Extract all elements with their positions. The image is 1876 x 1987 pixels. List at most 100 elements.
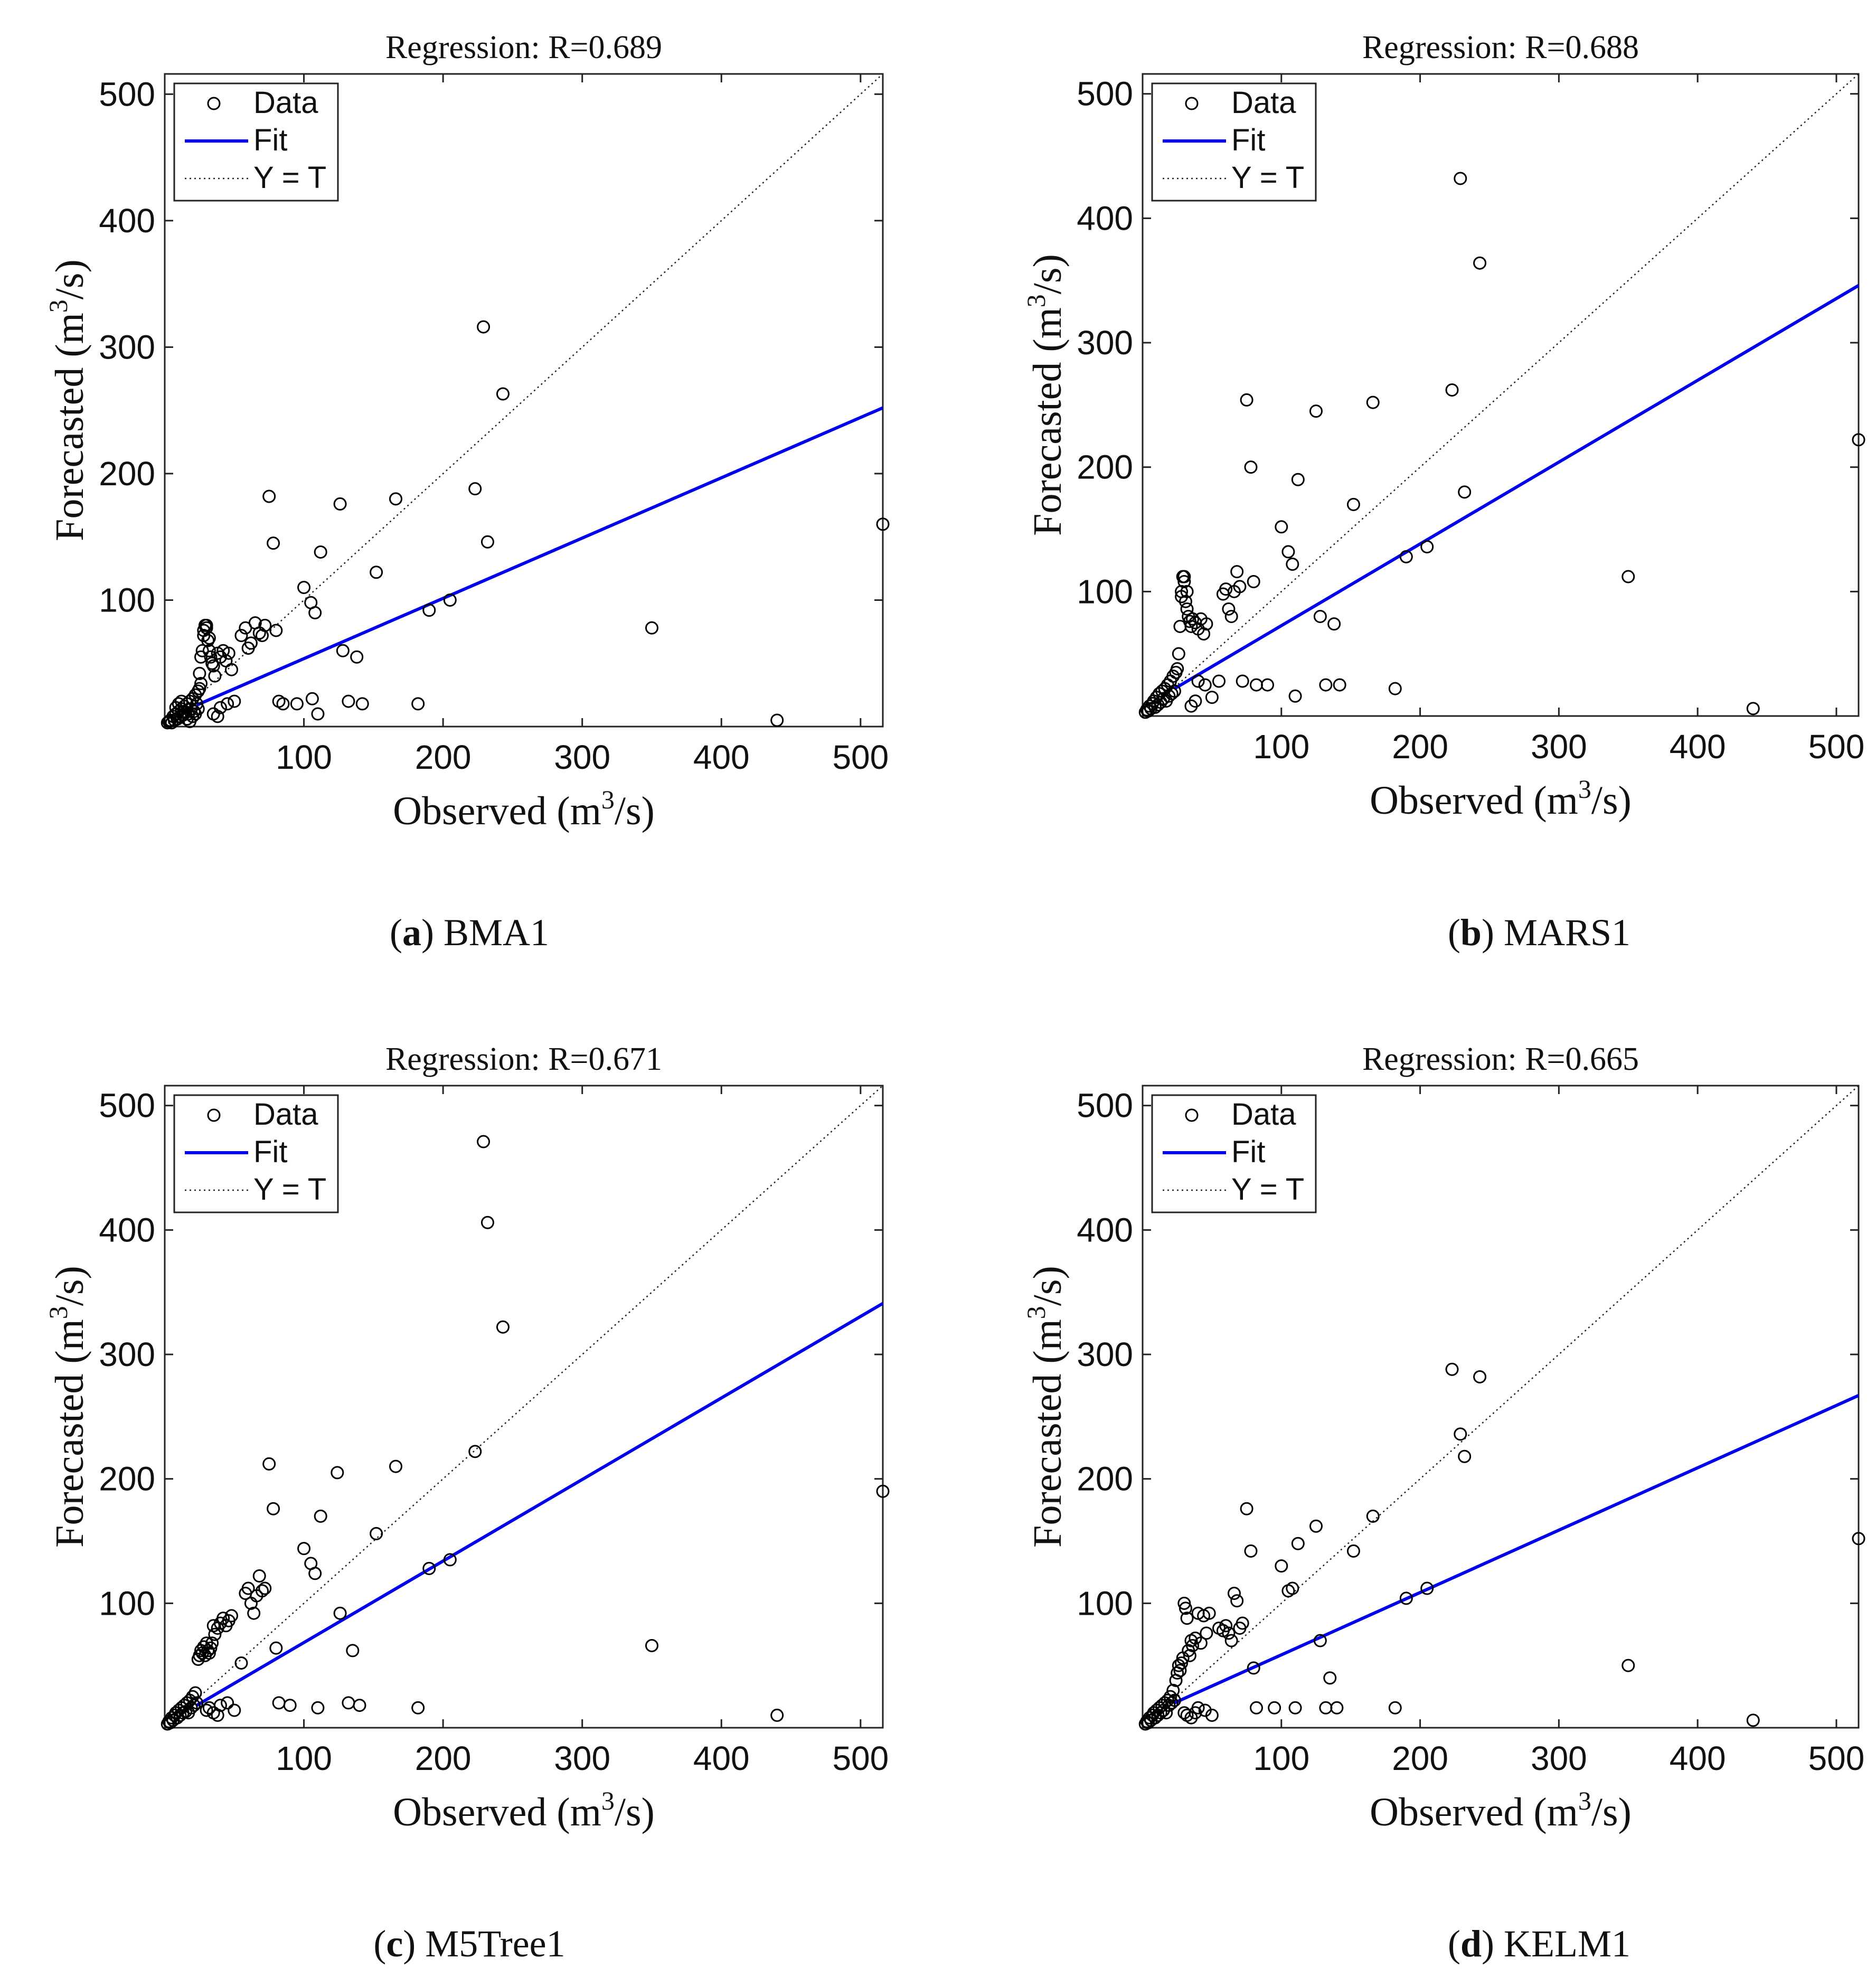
y-tick-label: 200 — [1077, 448, 1133, 486]
data-point — [308, 606, 322, 619]
data-point — [1159, 1706, 1173, 1720]
x-tick-label: 300 — [554, 738, 610, 776]
data-point — [206, 659, 220, 673]
fit-line — [1174, 1394, 1860, 1705]
x-tick-label: 200 — [1392, 728, 1448, 766]
plot-frame — [164, 73, 884, 728]
data-point — [1746, 702, 1760, 715]
data-point — [1309, 404, 1323, 418]
legend-entry: Data — [1231, 86, 1296, 120]
data-point — [1327, 617, 1341, 631]
data-point — [1622, 1659, 1635, 1672]
legend-marker-data — [207, 97, 221, 110]
data-point — [311, 707, 325, 721]
panel-name: BMA1 — [444, 911, 549, 954]
data-point — [272, 1696, 286, 1710]
data-point — [1291, 1537, 1305, 1550]
data-point — [1194, 1636, 1208, 1650]
y-tick-label: 200 — [99, 455, 155, 493]
data-point — [1186, 612, 1200, 626]
data-point — [1233, 580, 1247, 594]
data-point — [1224, 1634, 1238, 1647]
data-point — [1247, 1661, 1260, 1675]
data-point — [1173, 1664, 1187, 1678]
data-point — [1346, 497, 1360, 511]
data-point — [1286, 1581, 1299, 1595]
data-point — [200, 1703, 213, 1717]
chart-title: Regression: R=0.688 — [1362, 30, 1639, 65]
data-point — [1142, 704, 1155, 718]
data-point — [1261, 678, 1275, 692]
data-point — [1852, 1532, 1865, 1546]
data-point — [1244, 460, 1258, 474]
data-point — [1166, 1683, 1180, 1697]
data-point — [1179, 1602, 1192, 1615]
legend-entry: Y = T — [1231, 161, 1304, 195]
legend-entry: Y = T — [1231, 1172, 1304, 1207]
data-point — [1388, 682, 1402, 695]
data-point — [1275, 1559, 1288, 1573]
data-point — [411, 1701, 425, 1715]
data-point — [1236, 674, 1249, 688]
data-point — [1172, 647, 1185, 661]
data-point — [1244, 1544, 1258, 1558]
data-point — [241, 1581, 255, 1595]
panel-caption: (b) MARS1 — [1448, 911, 1630, 954]
y-tick-label: 100 — [99, 581, 155, 619]
legend-marker-data — [1185, 97, 1199, 110]
data-point — [1171, 662, 1184, 675]
data-point — [342, 1696, 355, 1710]
data-point — [267, 536, 280, 550]
data-point — [202, 644, 216, 657]
fit-line — [196, 1302, 884, 1707]
data-point — [770, 1708, 784, 1722]
panel-letter: a — [402, 911, 421, 954]
x-tick-label: 500 — [1808, 728, 1865, 766]
x-tick-label: 400 — [1670, 728, 1726, 766]
data-point — [1227, 1586, 1241, 1600]
data-point — [262, 489, 276, 503]
data-point — [193, 682, 206, 695]
data-point — [211, 1708, 224, 1722]
data-point — [1454, 172, 1467, 185]
data-point — [480, 535, 494, 549]
data-point — [1333, 678, 1346, 692]
data-point — [234, 629, 248, 643]
data-point — [1167, 684, 1181, 698]
data-point — [1166, 670, 1180, 683]
legend-marker-data — [1185, 1108, 1199, 1122]
data-point — [228, 1703, 241, 1717]
data-point — [1286, 557, 1299, 571]
x-tick-label: 400 — [1670, 1739, 1726, 1777]
data-point — [1164, 1690, 1177, 1703]
data-point — [247, 1606, 261, 1620]
data-point — [1219, 582, 1233, 596]
data-point — [1249, 678, 1263, 692]
data-point — [193, 666, 206, 680]
data-point — [370, 1527, 383, 1540]
panel-letter: c — [386, 1923, 403, 1965]
legend-entry: Fit — [253, 123, 287, 157]
y-tick-label: 500 — [1077, 75, 1133, 113]
plot-frame — [1142, 1085, 1860, 1729]
data-point — [221, 1696, 234, 1710]
data-point — [496, 1320, 510, 1334]
data-point — [353, 1699, 366, 1712]
data-point — [208, 1627, 222, 1641]
chart-title: Regression: R=0.671 — [385, 1041, 662, 1077]
data-point — [1183, 1649, 1196, 1662]
data-point — [1222, 602, 1236, 616]
y-tick-label: 300 — [1077, 1335, 1133, 1373]
panel-name: KELM1 — [1504, 1923, 1630, 1965]
data-point — [1313, 609, 1327, 623]
x-tick-label: 400 — [693, 738, 750, 776]
data-point — [422, 604, 436, 617]
data-point — [1222, 1626, 1236, 1640]
data-point — [1189, 694, 1202, 708]
data-point — [1473, 1370, 1487, 1383]
data-point — [1186, 1638, 1200, 1652]
data-point — [1200, 617, 1213, 631]
data-point — [1177, 570, 1191, 583]
data-point — [1177, 1596, 1191, 1610]
data-point — [213, 701, 227, 714]
